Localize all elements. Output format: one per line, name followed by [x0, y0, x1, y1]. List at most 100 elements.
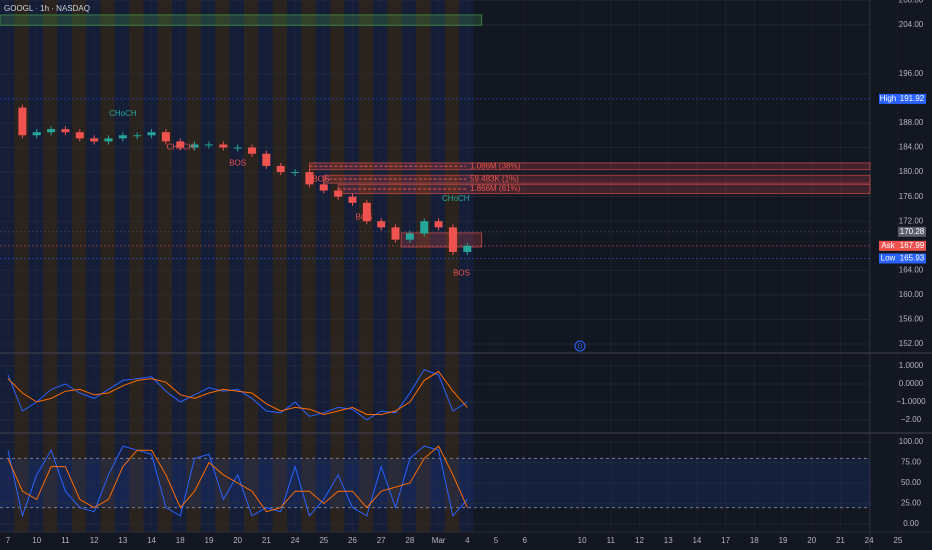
- x-tick-label: 5: [494, 536, 499, 545]
- session-stripe: [86, 0, 101, 532]
- y-tick-label: 50.00: [901, 478, 922, 487]
- x-tick-label: Mar: [432, 536, 446, 545]
- annotation: CHoCH: [166, 143, 194, 152]
- session-stripe: [258, 0, 273, 532]
- price-label-box: [898, 93, 926, 104]
- session-stripe: [215, 0, 230, 532]
- price-label-box: [898, 240, 926, 251]
- x-tick-label: 18: [750, 536, 759, 545]
- x-tick-label: 13: [118, 536, 127, 545]
- indicator-line: [7, 445, 468, 513]
- session-stripe: [401, 0, 417, 532]
- chart-title: GOOGL · 1h · NASDAQ: [4, 4, 90, 13]
- x-tick-label: 10: [578, 536, 587, 545]
- price-name: Ask: [881, 241, 895, 250]
- x-tick-label: 25: [893, 536, 902, 545]
- y-tick-label: 208.00: [899, 0, 924, 4]
- price-label-box: [898, 226, 926, 237]
- session-stripe: [14, 0, 29, 532]
- candle: [319, 184, 328, 191]
- candle: [176, 141, 185, 148]
- candle: [90, 138, 99, 142]
- candle: [161, 132, 170, 142]
- price-name-box: [879, 93, 898, 104]
- x-tick-label: 17: [721, 536, 730, 545]
- price-name: Low: [881, 254, 896, 263]
- candle: [133, 135, 142, 137]
- y-tick-label: 172.00: [899, 216, 924, 225]
- session-stripe: [114, 0, 130, 532]
- session-stripe: [272, 0, 287, 532]
- annotation: CHoCH: [109, 109, 137, 118]
- session-stripes: [0, 0, 474, 532]
- candle: [305, 172, 314, 185]
- y-tick-label: −1.0000: [896, 397, 926, 406]
- y-tick-label: 160.00: [899, 290, 924, 299]
- session-stripe: [358, 0, 374, 532]
- session-stripe: [28, 0, 44, 532]
- y-tick-label: 1.0000: [899, 361, 924, 370]
- session-stripe: [229, 0, 244, 532]
- x-tick-label: 14: [692, 536, 701, 545]
- dividend-label: D: [577, 343, 582, 350]
- y-tick-label: −2.00: [901, 415, 922, 424]
- zone: [0, 14, 483, 26]
- session-stripe: [430, 0, 445, 532]
- x-tick-label: 10: [32, 536, 41, 545]
- session-stripe: [186, 0, 201, 532]
- x-tick-label: 7: [6, 536, 11, 545]
- zone: [400, 232, 483, 248]
- y-tick-label: 188.00: [899, 118, 924, 127]
- candle: [448, 227, 457, 252]
- session-stripe: [416, 0, 431, 532]
- candle: [334, 190, 343, 197]
- x-tick-label: 11: [61, 536, 70, 545]
- zone-label: 59.483K (1%): [470, 174, 519, 183]
- session-stripe: [157, 0, 173, 532]
- candle: [118, 135, 127, 139]
- candle: [405, 233, 414, 240]
- price-label: 165.93: [900, 254, 925, 263]
- session-stripe: [0, 0, 15, 532]
- y-tick-label: 75.00: [901, 458, 922, 467]
- price-label-box: [898, 253, 926, 264]
- zone: [308, 162, 871, 171]
- annotation: BOS: [453, 269, 470, 278]
- indicator-line: [7, 370, 468, 416]
- x-tick-label: 24: [865, 536, 874, 545]
- zone: [337, 183, 871, 195]
- x-tick-label: 20: [807, 536, 816, 545]
- x-tick-label: 19: [779, 536, 788, 545]
- candle: [276, 165, 285, 173]
- session-stripe: [444, 0, 460, 532]
- candle: [75, 132, 84, 139]
- candle: [204, 144, 213, 146]
- session-stripe: [301, 0, 316, 532]
- x-tick-label: 25: [319, 536, 328, 545]
- y-tick-label: 152.00: [899, 339, 924, 348]
- x-tick-label: 28: [405, 536, 414, 545]
- x-tick-label: 26: [348, 536, 357, 545]
- session-stripe: [315, 0, 331, 532]
- session-stripe: [344, 0, 359, 532]
- price-name: High: [880, 94, 896, 103]
- x-tick-label: 18: [176, 536, 185, 545]
- x-tick-label: 27: [377, 536, 386, 545]
- candle: [391, 227, 400, 240]
- x-tick-label: 21: [262, 536, 271, 545]
- session-stripe: [100, 0, 115, 532]
- candle: [362, 202, 371, 222]
- x-tick-label: 12: [90, 536, 99, 545]
- y-tick-label: 156.00: [899, 315, 924, 324]
- x-tick-label: 19: [205, 536, 214, 545]
- x-tick-label: 24: [291, 536, 300, 545]
- candle: [463, 245, 472, 252]
- candle: [104, 138, 113, 142]
- session-stripe: [387, 0, 402, 532]
- session-stripe: [129, 0, 144, 532]
- y-tick-label: 184.00: [899, 143, 924, 152]
- x-tick-label: 13: [664, 536, 673, 545]
- x-tick-label: 21: [836, 536, 845, 545]
- y-tick-label: 25.00: [901, 499, 922, 508]
